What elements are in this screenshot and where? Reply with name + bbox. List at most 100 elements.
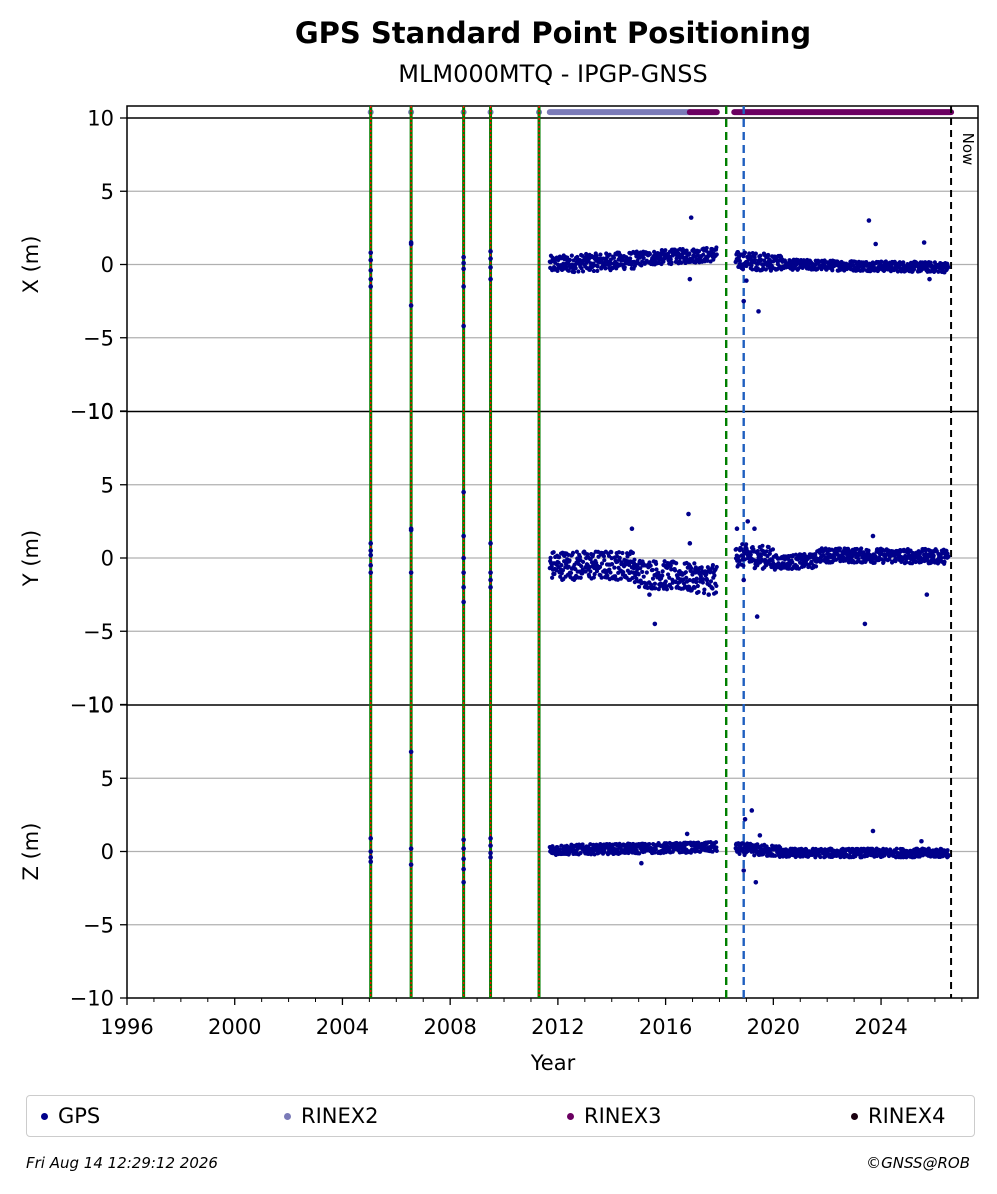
gps-point [488, 577, 493, 583]
legend-item-rinex2: RINEX2 [284, 1096, 379, 1136]
gps-point [488, 256, 493, 261]
gps-point [579, 266, 584, 271]
gps-point [862, 621, 868, 627]
gps-point [759, 257, 764, 263]
gps-point [603, 266, 608, 271]
gps-point [701, 590, 707, 596]
gps-point [764, 549, 769, 554]
x-tick-label: 2020 [747, 1015, 800, 1039]
gps-point [687, 251, 692, 256]
legend-label: RINEX3 [584, 1104, 662, 1128]
gps-point [609, 562, 615, 567]
gps-point [573, 266, 578, 271]
gps-point [904, 560, 909, 565]
gps-point [597, 850, 602, 855]
y-tick-label: −10 [70, 693, 114, 717]
gps-point [568, 570, 574, 576]
gps-point [744, 263, 749, 269]
gps-point [687, 578, 692, 583]
gps-point [706, 592, 711, 597]
gps-point [823, 546, 828, 551]
gps-point [368, 250, 374, 256]
gps-point [559, 562, 564, 568]
gps-point [488, 249, 493, 254]
gps-point [913, 559, 919, 564]
gps-point [579, 563, 584, 569]
gps-point [864, 259, 869, 265]
gps-point [708, 579, 714, 584]
y-tick-label: −10 [70, 400, 114, 424]
plot-frame [126, 105, 979, 999]
gps-point [704, 245, 709, 251]
gps-point [641, 255, 646, 261]
gps-point [684, 248, 689, 253]
gps-point [660, 573, 665, 578]
y-axis-label: X (m) [19, 236, 43, 294]
y-tick-label: −5 [83, 913, 114, 937]
gps-point [695, 583, 700, 589]
gps-point [566, 564, 571, 569]
gps-point [734, 526, 740, 531]
gps-point [757, 833, 763, 838]
gps-point [699, 565, 704, 570]
gps-point [594, 253, 599, 258]
gps-point [866, 218, 872, 223]
gps-point [749, 808, 755, 813]
gps-point [694, 580, 699, 585]
y-tick-label: 10 [87, 694, 114, 718]
gps-point [741, 868, 747, 873]
gps-point [599, 561, 605, 566]
gps-point [564, 264, 569, 270]
gps-point [488, 843, 493, 848]
footer-copyright: ©GNSS@ROB [866, 1154, 970, 1172]
gps-point [578, 850, 583, 856]
chart: GPS Standard Point Positioning MLM000MTQ… [19, 16, 979, 1075]
gps-point [766, 544, 771, 550]
x-tick-label: 2008 [423, 1015, 476, 1039]
gps-point [859, 546, 864, 551]
gps-point [591, 268, 596, 274]
legend: GPS RINEX2 RINEX3 RINEX4 [26, 1095, 975, 1137]
gps-point [911, 267, 917, 272]
y-tick-label: 10 [87, 107, 114, 131]
gps-point [686, 511, 691, 517]
gps-point [605, 573, 610, 578]
gps-point [653, 586, 658, 591]
gps-point [647, 592, 652, 597]
gps-point [461, 846, 466, 851]
gps-point [653, 561, 659, 566]
gps-point [598, 252, 603, 257]
gps-point [592, 572, 597, 577]
gps-point [684, 575, 689, 580]
gps-point [633, 261, 638, 266]
gps-point [669, 260, 674, 265]
gps-point [461, 254, 466, 260]
gps-point [488, 570, 493, 575]
chart-subtitle: MLM000MTQ - IPGP-GNSS [398, 60, 707, 88]
gps-point [901, 260, 906, 265]
gps-point [704, 572, 709, 577]
gps-point [770, 547, 776, 552]
gps-point [616, 550, 622, 555]
gps-point [738, 546, 744, 552]
gps-point [577, 554, 583, 559]
gps-point [945, 848, 950, 853]
gps-point [830, 268, 835, 273]
gps-point [734, 546, 739, 552]
gps-point [763, 267, 768, 272]
gps-point [748, 552, 753, 557]
gps-point [694, 576, 699, 581]
gps-point [684, 831, 690, 837]
gps-point [608, 570, 613, 575]
gps-point [870, 828, 876, 834]
y-tick-label: 0 [101, 840, 114, 864]
gps-point [461, 555, 466, 561]
gps-point [752, 853, 757, 858]
gps-point [714, 252, 719, 257]
gps-point [741, 563, 746, 568]
gps-point [674, 561, 679, 566]
gps-point [461, 570, 466, 575]
gps-point [796, 566, 802, 571]
gps-point [701, 252, 706, 257]
gps-point [701, 577, 706, 582]
